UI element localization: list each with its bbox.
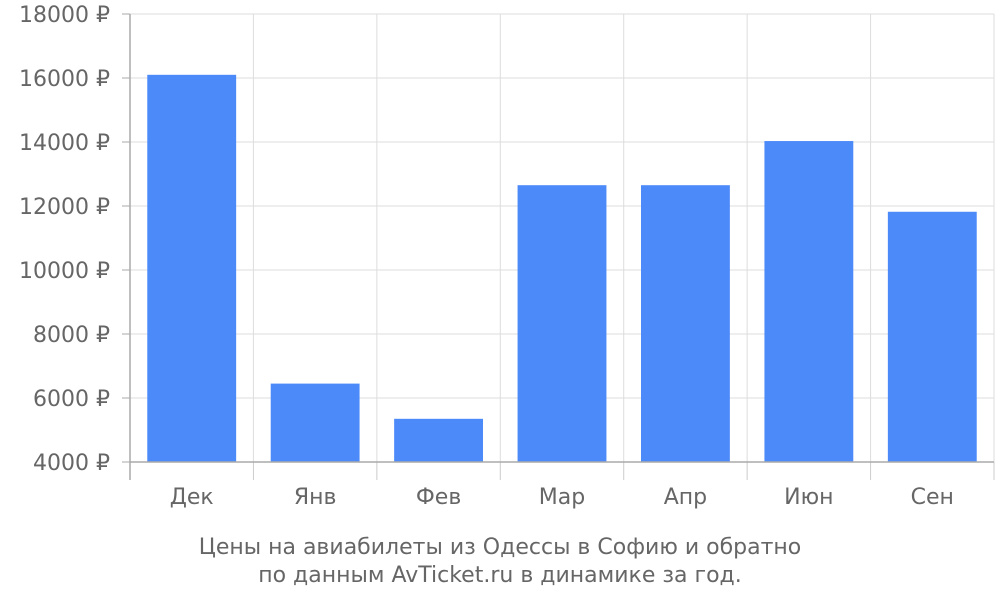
bar-5 <box>640 185 730 462</box>
chart-caption-line-1: Цены на авиабилеты из Одессы в Софию и о… <box>198 535 802 560</box>
bars <box>147 74 977 463</box>
y-tick-label: 18000 ₽ <box>19 3 110 28</box>
y-tick-label: 12000 ₽ <box>19 195 110 220</box>
chart-caption-line-2: по данным AvTicket.ru в динамике за год. <box>258 563 742 588</box>
y-tick-label: 14000 ₽ <box>19 131 110 156</box>
bar-7 <box>887 211 977 462</box>
y-tick-label: 16000 ₽ <box>19 67 110 92</box>
y-tick-label: 4000 ₽ <box>33 451 110 476</box>
bar-1 <box>147 74 237 463</box>
price-bar-chart: 4000 ₽ 6000 ₽ 8000 ₽ 10000 ₽ 12000 ₽ 14000 ₽ 1… <box>19 3 995 510</box>
axes <box>122 13 995 480</box>
tick-labels: 4000 ₽ 6000 ₽ 8000 ₽ 10000 ₽ 12000 ₽ 14000 ₽ 1… <box>19 3 954 510</box>
x-tick-label: Дек <box>170 485 214 510</box>
y-tick-label: 6000 ₽ <box>33 387 110 412</box>
y-tick-label: 10000 ₽ <box>19 259 110 284</box>
x-tick-label: Сен <box>911 485 954 510</box>
y-tick-label: 8000 ₽ <box>33 323 110 348</box>
x-tick-label: Янв <box>294 485 337 510</box>
x-tick-label: Апр <box>664 485 707 510</box>
bar-2 <box>270 383 360 462</box>
bar-6 <box>764 141 854 463</box>
x-tick-label: Фев <box>416 485 461 510</box>
bar-4 <box>517 185 607 462</box>
x-tick-label: Мар <box>539 485 585 510</box>
x-tick-label: Июн <box>784 485 833 510</box>
bar-3 <box>394 418 484 462</box>
